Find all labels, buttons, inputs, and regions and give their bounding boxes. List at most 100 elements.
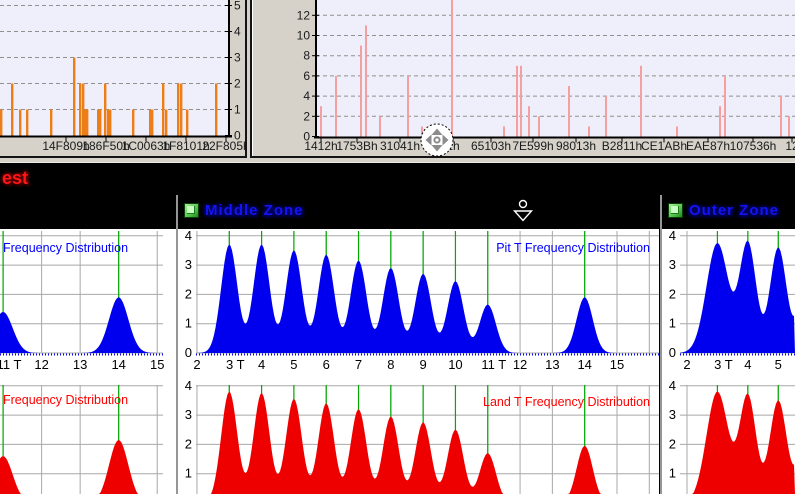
svg-text:10: 10 [448,357,462,372]
zone-status-button-icon[interactable] [184,203,199,218]
svg-text:Frequency Distribution: Frequency Distribution [3,393,128,407]
svg-text:1412h: 1412h [304,139,337,153]
svg-text:7E599h: 7E599h [512,139,553,153]
svg-text:1: 1 [234,103,241,117]
svg-text:3: 3 [669,407,676,422]
svg-text:31041h: 31041h [380,139,420,153]
svg-text:EAE87h: EAE87h [686,139,730,153]
svg-text:8: 8 [387,357,394,372]
svg-text:107536h: 107536h [730,139,777,153]
svg-text:12: 12 [513,357,527,372]
svg-text:2: 2 [185,436,192,451]
svg-text:2: 2 [669,436,676,451]
svg-text:5: 5 [775,357,782,372]
zone-status-button-icon[interactable] [668,203,683,218]
svg-text:Frequency Distribution: Frequency Distribution [3,241,128,255]
scroll-down-origin-icon [512,199,534,222]
svg-text:3 T: 3 T [226,357,245,372]
svg-text:186F50h: 186F50h [82,139,129,153]
land-t-frequency-chart[interactable]: 4 3 2 1 [662,378,795,494]
svg-text:2: 2 [185,286,192,301]
svg-text:3: 3 [234,51,241,65]
svg-text:13: 13 [545,357,559,372]
svg-text:5: 5 [290,357,297,372]
svg-text:0: 0 [669,345,676,360]
zone-header-outer: Outer Zone [662,195,795,229]
svg-text:11 T: 11 T [0,357,22,372]
svg-text:1: 1 [669,466,676,481]
svg-text:8: 8 [303,49,310,63]
land-t-frequency-chart[interactable]: Frequency Distribution [0,378,176,494]
svg-text:11 T: 11 T [481,357,506,372]
svg-text:12: 12 [34,357,48,372]
title-band: est [0,163,795,195]
svg-text:2: 2 [303,109,310,123]
svg-text:3: 3 [669,257,676,272]
svg-text:1C0063h: 1C0063h [122,139,171,153]
svg-text:14: 14 [297,0,311,2]
svg-text:1: 1 [185,316,192,331]
svg-text:14: 14 [111,357,125,372]
svg-text:0: 0 [303,130,310,144]
svg-text:9: 9 [420,357,427,372]
svg-text:4: 4 [669,229,676,243]
zone-panel-left: Frequency Distribution 11 T 12 13 14 15 Frequ… [0,195,176,494]
svg-text:0: 0 [234,129,241,143]
panel-divider[interactable] [660,195,662,494]
svg-text:3: 3 [185,407,192,422]
svg-text:2: 2 [193,357,200,372]
svg-text:6: 6 [303,69,310,83]
svg-text:6: 6 [323,357,330,372]
svg-text:4: 4 [744,357,751,372]
svg-text:4: 4 [258,357,265,372]
zone-panel-middle: Middle Zone Pit T Frequency Distribution… [178,195,659,494]
svg-text:2: 2 [234,77,241,91]
svg-text:3: 3 [185,257,192,272]
zone-title: Outer Zone [689,202,780,219]
svg-text:4: 4 [185,229,192,243]
zone-title: Middle Zone [205,202,304,219]
test-title-fragment: est [2,168,29,188]
land-t-frequency-chart[interactable]: Land T Frequency Distribution 4 3 2 1 [178,378,659,494]
svg-text:1F8101h: 1F8101h [162,139,209,153]
svg-text:Land T Frequency Distribution: Land T Frequency Distribution [483,395,650,409]
svg-text:14F809h: 14F809h [42,139,89,153]
svg-text:7: 7 [355,357,362,372]
svg-text:B2811h: B2811h [602,139,642,153]
zone-body-left: Frequency Distribution 11 T 12 13 14 15 Frequ… [0,229,176,494]
svg-text:1: 1 [669,316,676,331]
error-address-bar-chart-right[interactable]: 141210864201412h1753Bh31041h2h65103h7E59… [252,0,795,156]
zone-header-left [0,195,176,229]
error-address-charts: 5 4 3 2 1 0 14F809h 186F50h 1C0063h 1F8101h 22F805… [0,0,795,163]
svg-text:2: 2 [683,357,690,372]
svg-text:15: 15 [610,357,624,372]
left-error-chart-panel: 5 4 3 2 1 0 14F809h 186F50h 1C0063h 1F8101h 22F805… [0,0,247,158]
svg-text:1753Bh: 1753Bh [336,139,377,153]
pit-t-frequency-chart[interactable]: Frequency Distribution 11 T 12 13 14 15 [0,229,176,378]
svg-text:4: 4 [185,378,192,393]
autoscroll-origin-icon [420,123,454,157]
svg-text:Pit T Frequency Distribution: Pit T Frequency Distribution [496,241,650,255]
zone-header-middle: Middle Zone [178,195,659,229]
svg-text:2: 2 [669,286,676,301]
svg-text:4: 4 [303,89,310,103]
svg-text:4: 4 [234,25,241,39]
svg-text:12: 12 [297,8,311,22]
error-address-bar-chart-left[interactable]: 5 4 3 2 1 0 14F809h186F50h1C0063h1F8101h22F805… [0,0,245,156]
svg-text:14: 14 [577,357,591,372]
svg-text:5: 5 [234,0,241,13]
svg-text:12: 12 [785,139,795,153]
panel-divider[interactable] [176,195,178,494]
svg-text:CE1ABh: CE1ABh [641,139,687,153]
svg-text:4: 4 [669,378,676,393]
zone-button-highlight [671,206,679,214]
svg-text:10: 10 [297,29,311,43]
svg-text:0: 0 [185,345,192,360]
